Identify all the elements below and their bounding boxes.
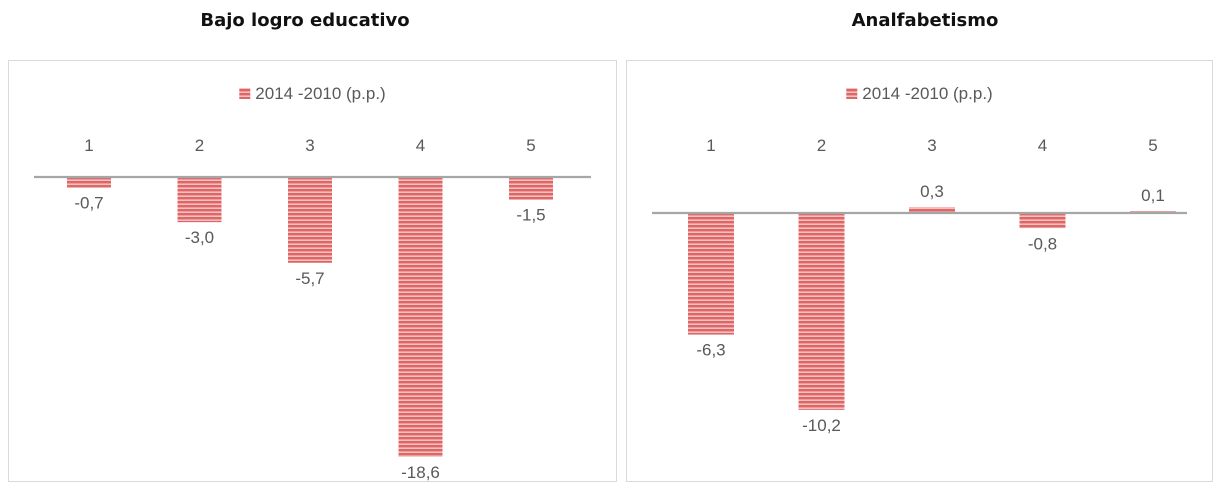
category-label: 2 (817, 136, 826, 155)
legend-right: 2014 -2010 (p.p.) (846, 84, 993, 103)
category-label: 4 (416, 136, 425, 155)
bar (288, 177, 332, 263)
category-label: 4 (1038, 136, 1047, 155)
bar (67, 177, 111, 188)
data-label: -6,3 (696, 341, 725, 360)
data-label: -3,0 (185, 228, 214, 247)
chart-panel-left: 2014 -2010 (p.p.) 1 -0,7 2 -3,0 3 -5,7 4 -18,6 5 -… (8, 60, 617, 482)
data-label: -1,5 (516, 206, 545, 225)
legend-label-left: 2014 -2010 (p.p.) (255, 84, 385, 103)
bar-chart-left: 2014 -2010 (p.p.) 1 -0,7 2 -3,0 3 -5,7 4 -18,6 5 -… (34, 84, 591, 482)
data-label: -5,7 (295, 269, 324, 288)
chart-title-left: Bajo logro educativo (200, 10, 410, 31)
category-label: 1 (706, 136, 715, 155)
bar (688, 213, 734, 335)
category-label: 1 (84, 136, 93, 155)
bar (177, 177, 222, 223)
data-label: -0,8 (1028, 234, 1057, 253)
category-label: 5 (526, 136, 535, 155)
data-label: -0,7 (74, 194, 103, 213)
category-label: 5 (1148, 136, 1157, 155)
bar (909, 207, 955, 213)
legend-swatch-left (239, 88, 251, 99)
bar (1019, 213, 1066, 229)
bar (798, 213, 845, 410)
bar (398, 177, 443, 457)
legend-swatch-right (846, 88, 858, 99)
data-label: 0,1 (1141, 186, 1165, 205)
data-label: 0,3 (920, 182, 944, 201)
category-label: 3 (927, 136, 936, 155)
chart-panel-right: 2014 -2010 (p.p.) 1 -6,3 2 -10,2 3 0,3 4 -0,8 5 0,… (626, 60, 1213, 482)
chart-title-right: Analfabetismo (851, 10, 999, 31)
data-label: -10,2 (802, 416, 841, 435)
legend-left: 2014 -2010 (p.p.) (239, 84, 386, 103)
data-label: -18,6 (401, 463, 440, 482)
legend-label-right: 2014 -2010 (p.p.) (862, 84, 992, 103)
category-label: 2 (195, 136, 204, 155)
bar (509, 177, 553, 200)
bar-chart-right: 2014 -2010 (p.p.) 1 -6,3 2 -10,2 3 0,3 4 -0,8 5 0,… (652, 84, 1187, 435)
category-label: 3 (305, 136, 314, 155)
